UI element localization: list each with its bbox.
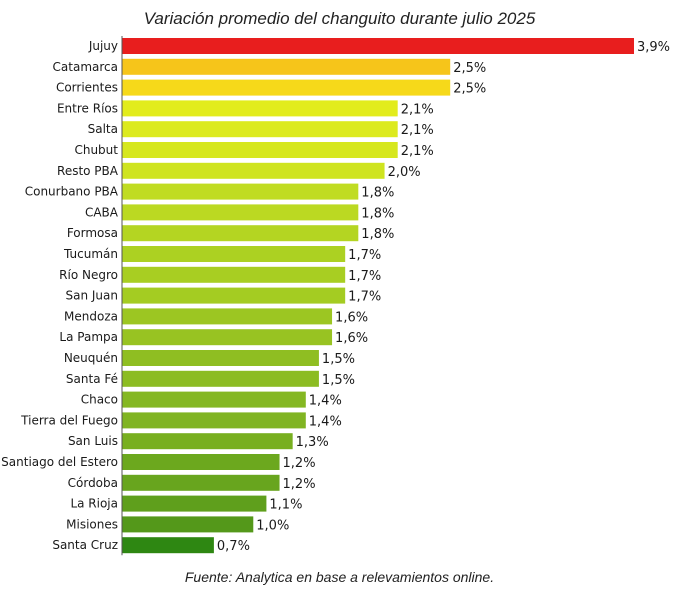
category-label-entre-rios: Entre Ríos xyxy=(57,101,118,115)
value-label-catamarca: 2,5% xyxy=(453,61,486,76)
value-label-la-rioja: 1,1% xyxy=(269,498,302,513)
category-label-formosa: Formosa xyxy=(67,226,118,240)
bar-rio-negro xyxy=(122,266,346,283)
category-label-la-rioja: La Rioja xyxy=(70,497,118,511)
category-label-neuquen: Neuquén xyxy=(64,351,118,365)
value-label-entre-rios: 2,1% xyxy=(401,102,434,117)
bar-corrientes xyxy=(122,79,451,96)
value-label-chaco: 1,4% xyxy=(309,394,342,409)
value-label-formosa: 1,8% xyxy=(361,227,394,242)
bar-chaco xyxy=(122,391,306,408)
value-label-san-juan: 1,7% xyxy=(348,290,381,305)
value-label-chubut: 2,1% xyxy=(401,144,434,159)
bar-tucuman xyxy=(122,246,346,262)
value-label-salta: 2,1% xyxy=(401,123,434,138)
bar-la-pampa xyxy=(122,329,333,346)
value-label-tierra-del-fuego: 1,4% xyxy=(309,414,342,429)
category-label-corrientes: Corrientes xyxy=(56,81,118,95)
bar-la-rioja xyxy=(122,495,267,512)
category-label-santa-fe: Santa Fé xyxy=(66,372,118,386)
category-label-resto-pba: Resto PBA xyxy=(57,164,119,178)
labels-layer: Jujuy 3,9% Catamarca 2,5% Corrientes 2,5% Entr… xyxy=(1,39,670,554)
category-label-catamarca: Catamarca xyxy=(53,60,118,74)
value-label-santa-fe: 1,5% xyxy=(322,373,355,388)
value-label-tucuman: 1,7% xyxy=(348,248,381,263)
bar-santa-cruz xyxy=(122,537,214,554)
category-label-chaco: Chaco xyxy=(81,393,118,407)
category-label-jujuy: Jujuy xyxy=(88,39,118,53)
category-label-cordoba: Córdoba xyxy=(68,476,118,490)
bar-neuquen xyxy=(122,350,319,366)
category-label-santa-cruz: Santa Cruz xyxy=(52,538,118,552)
value-label-neuquen: 1,5% xyxy=(322,352,355,367)
category-label-san-juan: San Juan xyxy=(66,289,119,303)
bar-san-juan xyxy=(122,287,346,304)
category-label-tucuman: Tucumán xyxy=(63,247,118,261)
bar-san-luis xyxy=(122,433,293,450)
category-label-conurbano-pba: Conurbano PBA xyxy=(25,185,119,199)
category-label-la-pampa: La Pampa xyxy=(59,330,118,344)
value-label-cordoba: 1,2% xyxy=(283,477,316,492)
value-label-mendoza: 1,6% xyxy=(335,310,368,325)
chart-source: Fuente: Analytica en base a relevamiento… xyxy=(184,569,495,585)
category-label-tierra-del-fuego: Tierra del Fuego xyxy=(20,413,118,427)
value-label-caba: 1,8% xyxy=(361,206,394,221)
category-label-salta: Salta xyxy=(88,122,118,136)
bar-chubut xyxy=(122,142,398,158)
category-label-rio-negro: Río Negro xyxy=(59,268,118,282)
value-label-corrientes: 2,5% xyxy=(453,82,486,97)
value-label-san-luis: 1,3% xyxy=(296,435,329,450)
bar-cordoba xyxy=(122,474,280,491)
category-label-chubut: Chubut xyxy=(74,143,118,157)
bar-entre-rios xyxy=(122,100,398,117)
bar-jujuy xyxy=(122,38,634,54)
value-label-santa-cruz: 0,7% xyxy=(217,539,250,554)
value-label-santiago-del-estero: 1,2% xyxy=(283,456,316,471)
bar-catamarca xyxy=(122,58,451,75)
bar-resto-pba xyxy=(122,162,385,179)
value-label-resto-pba: 2,0% xyxy=(388,165,421,180)
category-label-misiones: Misiones xyxy=(66,517,118,531)
bar-tierra-del-fuego xyxy=(122,412,306,429)
value-label-la-pampa: 1,6% xyxy=(335,331,368,346)
value-label-rio-negro: 1,7% xyxy=(348,269,381,284)
category-label-mendoza: Mendoza xyxy=(64,309,118,323)
value-label-misiones: 1,0% xyxy=(256,518,289,533)
bar-caba xyxy=(122,204,359,221)
bar-santiago-del-estero xyxy=(122,454,280,470)
bar-conurbano-pba xyxy=(122,183,359,200)
value-label-jujuy: 3,9% xyxy=(637,40,670,55)
category-label-caba: CABA xyxy=(85,205,119,219)
bar-mendoza xyxy=(122,308,333,325)
value-label-conurbano-pba: 1,8% xyxy=(361,186,394,201)
chart-title: Variación promedio del changuito durante… xyxy=(143,9,536,28)
bar-formosa xyxy=(122,225,359,242)
category-label-santiago-del-estero: Santiago del Estero xyxy=(1,455,118,469)
bar-santa-fe xyxy=(122,370,319,387)
bar-misiones xyxy=(122,516,254,533)
bar-salta xyxy=(122,121,398,138)
bars-layer xyxy=(122,38,634,554)
category-label-san-luis: San Luis xyxy=(68,434,118,448)
